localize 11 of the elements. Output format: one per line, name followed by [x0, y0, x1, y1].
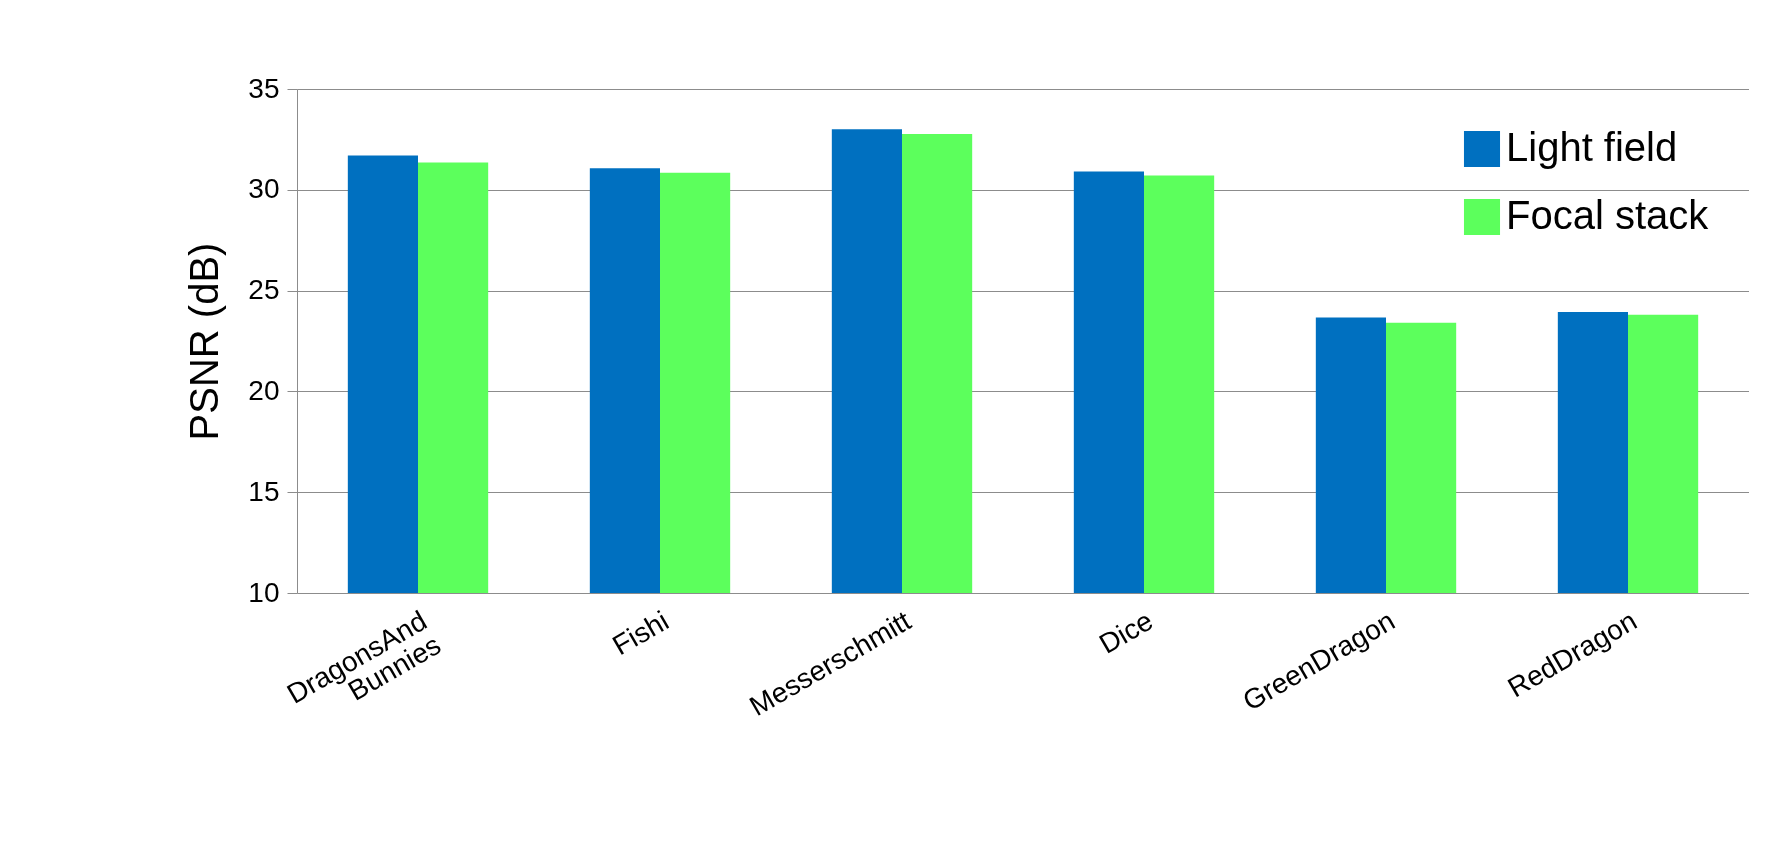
y-tick-label: 20 [248, 374, 280, 406]
legend-label: Focal stack [1506, 193, 1710, 237]
y-tick-label: 10 [248, 576, 280, 608]
y-axis-title: PSNR (dB) [182, 242, 227, 441]
legend-label: Light field [1506, 125, 1678, 169]
y-tick-label: 30 [248, 173, 280, 205]
y-tick-label: 35 [248, 72, 280, 104]
y-tick-label: 15 [248, 475, 280, 507]
x-tick-label: Fishi [607, 604, 674, 662]
x-tick-label: Dice [1093, 604, 1158, 660]
y-tick-label: 25 [248, 274, 280, 306]
